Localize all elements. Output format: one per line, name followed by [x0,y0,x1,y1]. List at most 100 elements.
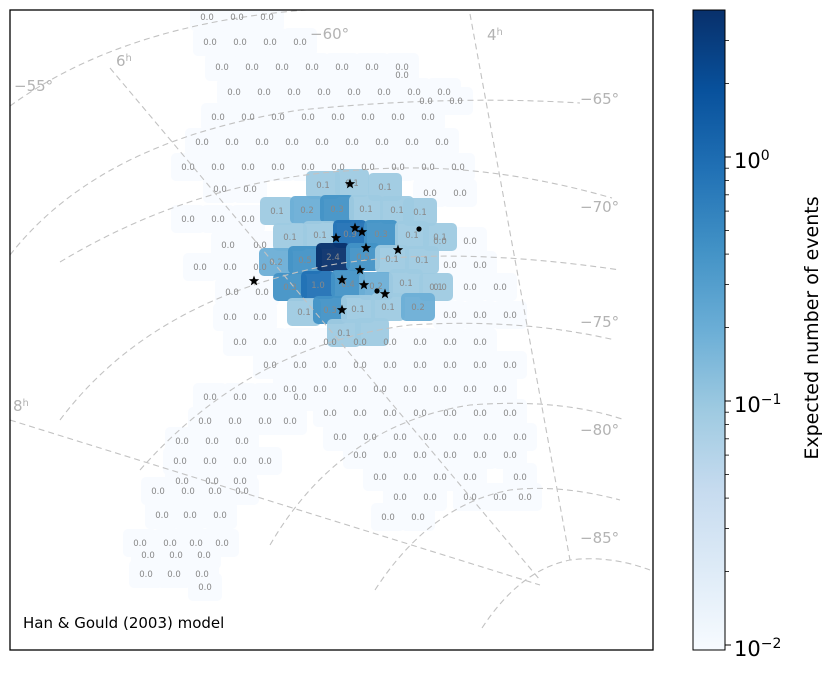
field-value-label: 0.0 [211,215,225,225]
field-tile [463,399,497,427]
field-value-label: 0.0 [413,361,427,371]
field-tile [433,399,467,427]
field-tile [333,375,367,403]
field-tile [290,196,324,224]
coordinate-grid [10,10,651,629]
field-tile [307,78,341,106]
field-value-label: 0.1 [429,283,443,293]
field-value-label: 0.0 [195,570,209,580]
field-value-label: 0.0 [395,71,409,81]
field-value-label: 0.0 [395,63,409,73]
field-value-label: 0.0 [373,385,387,395]
dec-label-minus-55: −55° [14,77,53,95]
field-tile [225,477,259,505]
field-value-label: 0.0 [260,13,274,23]
colorbar-gradient [692,9,726,651]
field-value-label: 0.0 [449,97,463,107]
field-tile [508,483,542,511]
dec-label-minus-70: −70° [580,198,619,216]
field-value-label: 0.0 [463,385,477,395]
field-tile [373,441,407,469]
field-value-label: 0.0 [393,493,407,503]
field-tile [183,253,217,281]
field-value-label: 0.0 [343,385,357,395]
field-value-label: 0.2 [300,206,314,216]
field-tile [220,10,254,31]
field-tile [343,399,377,427]
field-value-label: 0.3 [330,205,344,215]
field-value-label: 0.0 [473,311,487,321]
field-value-label: 0.0 [293,338,307,348]
field-value-label: 0.0 [271,163,285,173]
field-values: 0.0 0.0 0.00.0 0.0 0.0 0.00.0 0.0 0.0 0.0 0.0 0.0 0… [133,13,532,593]
field-value-label: 0.0 [181,487,195,497]
field-tile [253,28,287,56]
field-value-label: 0.0 [473,451,487,461]
field-value-label: 0.0 [411,513,425,523]
event-dot-marker [374,288,380,294]
field-value-label: 0.0 [383,451,397,461]
field-tile [439,87,473,115]
field-value-label: 0.0 [391,113,405,123]
field-value-label: 0.0 [463,237,477,247]
field-tile [493,301,527,329]
event-star-marker [336,274,348,285]
colorbar: 100 10−1 10−2 Expected number of events [692,9,823,661]
field-value-label: 0.0 [373,473,387,483]
field-tile [301,271,335,299]
field-tile [368,173,402,201]
field-value-label: 0.0 [433,283,447,293]
field-value-label: 0.0 [383,409,397,419]
field-tile [381,103,415,131]
dec-circle-minus-80 [269,402,626,546]
field-value-label: 0.0 [473,409,487,419]
field-tile [343,351,377,379]
field-tile [365,128,399,156]
field-tile [188,573,222,601]
colorbar-minor-ticks [725,40,729,572]
field-tile [463,351,497,379]
field-value-label: 0.1 [313,231,327,241]
field-value-label: 0.0 [208,487,222,497]
field-value-label: 0.0 [293,38,307,48]
field-value-label: 0.0 [225,288,239,298]
field-value-label: 0.0 [503,311,517,321]
field-value-label: 0.0 [253,241,267,251]
field-value-label: 0.0 [211,113,225,123]
field-value-label: 0.1 [359,205,373,215]
dec-label-minus-80: −80° [580,421,619,439]
field-value-label: 0.0 [493,283,507,293]
field-value-label: 0.0 [255,138,269,148]
field-tile [171,205,205,233]
field-tile [433,301,467,329]
field-value-label: 0.1 [297,308,311,318]
field-value-label: 0.0 [223,313,237,323]
field-value-label: 0.0 [253,263,267,273]
field-value-label: 0.0 [413,409,427,419]
event-star-marker [356,226,368,237]
field-value-label: 0.0 [233,393,247,403]
field-tile [367,78,401,106]
field-value-label: 0.5 [356,253,370,263]
field-tile [213,303,247,331]
field-value-label: 0.0 [203,38,217,48]
field-tile [453,273,487,301]
field-value-label: 0.0 [151,487,165,497]
field-tile [287,298,321,326]
field-value-label: 0.0 [221,241,235,251]
field-value-label: 0.0 [407,88,421,98]
field-tile [283,328,317,356]
field-value-label: 0.0 [383,338,397,348]
colorbar-tick-label: 100 [734,148,770,173]
field-value-label: 0.0 [169,551,183,561]
field-value-label: 0.1 [405,231,419,241]
field-value-label: 0.0 [421,113,435,123]
field-value-label: 0.0 [353,361,367,371]
field-value-label: 0.0 [353,409,367,419]
field-value-label: 0.0 [241,163,255,173]
field-value-label: 0.0 [257,88,271,98]
field-tile [403,328,437,356]
field-value-label: 0.0 [443,451,457,461]
field-value-label: 0.0 [189,539,203,549]
field-value-label: 0.0 [433,473,447,483]
